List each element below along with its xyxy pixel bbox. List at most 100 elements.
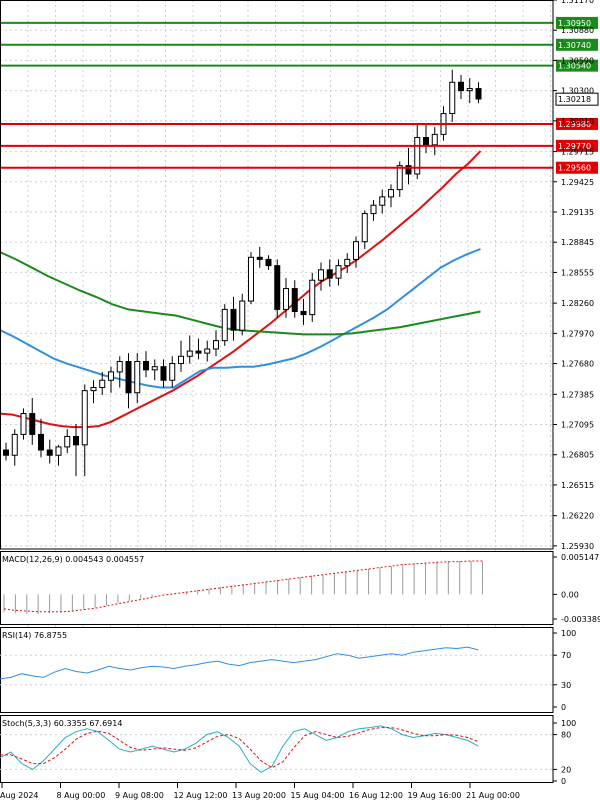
- price-tick-label: 1.26220: [561, 512, 594, 521]
- candle-up: [116, 356, 123, 388]
- stoch-d-line: [0, 727, 479, 769]
- candle-down: [265, 255, 272, 270]
- candle-body: [379, 196, 386, 206]
- candle-down: [326, 259, 333, 287]
- candle-down: [458, 75, 464, 99]
- candle-body: [134, 360, 141, 394]
- candle-down: [143, 351, 149, 378]
- candle-up: [11, 429, 18, 466]
- candle-up: [213, 330, 219, 357]
- candle-body: [256, 256, 263, 260]
- candle-up: [370, 200, 377, 221]
- candle-body: [29, 413, 36, 435]
- candle-up: [335, 259, 342, 286]
- candle-body: [143, 360, 149, 371]
- price-tick-label: 1.27970: [561, 329, 594, 338]
- price-tick-label: 1.27385: [561, 390, 594, 399]
- indicator-panels: 0.005147 0.00 -0.003389 MACD(12,26,9) 0.004…: [0, 551, 600, 786]
- candle-up: [108, 366, 114, 393]
- price-tick-label: 1.29425: [561, 178, 594, 187]
- price-level-tag: [556, 117, 598, 130]
- time-tick-label: 12 Aug 12:00: [174, 791, 228, 800]
- candle-body: [221, 308, 228, 342]
- price-tick-label: 1.29715: [561, 148, 594, 157]
- candle-down: [46, 439, 53, 464]
- candle-body: [396, 165, 403, 191]
- candle-up: [186, 335, 193, 364]
- candle-up: [318, 262, 324, 291]
- candle-up: [449, 69, 456, 122]
- price-level-label: 1.30540: [558, 62, 591, 71]
- candle-body: [248, 256, 254, 302]
- price-level-label: 1.29980: [558, 120, 591, 129]
- rsi-tick-label: 70: [561, 651, 571, 660]
- price-level-label: 1.30740: [558, 41, 591, 50]
- candle-body: [11, 433, 18, 456]
- moving-average-line: [0, 150, 482, 429]
- candle-down: [3, 442, 9, 461]
- time-tick-label: 21 Aug 00:00: [466, 791, 520, 800]
- price-level-label: 1.29770: [558, 142, 591, 151]
- candle-body: [73, 435, 79, 446]
- price-level-label: 1.29560: [558, 164, 591, 173]
- price-tick-label: 1.26805: [561, 451, 594, 460]
- candle-body: [318, 269, 324, 281]
- candle-up: [178, 340, 184, 372]
- candle-up: [414, 123, 421, 180]
- candle-down: [423, 123, 429, 154]
- candle-down: [195, 338, 202, 360]
- price-tick-label: 1.28260: [561, 299, 594, 308]
- rsi-line: [0, 646, 479, 680]
- candle-down: [29, 397, 36, 445]
- candle-up: [134, 353, 141, 404]
- macd-tick-label: 0.00: [561, 590, 579, 599]
- candle-up: [388, 184, 394, 208]
- candle-up: [379, 189, 386, 214]
- candle-up: [353, 236, 359, 268]
- candle-body: [160, 366, 167, 381]
- moving-average-line: [0, 248, 481, 389]
- stoch-tick-label: 0: [561, 777, 566, 786]
- candle-body: [274, 265, 281, 310]
- time-tick-label: 13 Aug 20:00: [232, 791, 286, 800]
- candle-body: [300, 310, 307, 316]
- price-level-tag: [556, 16, 598, 29]
- candle-body: [265, 258, 272, 267]
- candle-body: [361, 213, 368, 243]
- price-tick-label: 1.30590: [561, 56, 594, 65]
- candle-body: [125, 360, 132, 394]
- candle-up: [466, 78, 473, 104]
- time-axis: Aug 2024 8 Aug 00:00 9 Aug 08:00 12 Aug 12:…: [0, 783, 520, 800]
- candle-body: [230, 308, 237, 331]
- candle-down: [230, 296, 237, 341]
- candle-down: [274, 259, 281, 318]
- candle-up: [90, 380, 97, 404]
- current-price-tag: [555, 92, 599, 106]
- candle-down: [475, 82, 482, 104]
- time-tick-label: 16 Aug 12:00: [349, 791, 403, 800]
- candle-body: [90, 387, 97, 392]
- price-tick-label: 1.29135: [561, 208, 594, 217]
- candle-body: [3, 449, 9, 456]
- time-tick-label: 15 Aug 04:00: [291, 791, 345, 800]
- candle-body: [81, 390, 88, 446]
- candle-down: [73, 423, 79, 477]
- stoch-tick-label: 20: [561, 765, 571, 774]
- candle-down: [160, 359, 167, 388]
- candle-body: [239, 300, 246, 331]
- price-level-tag: [556, 59, 598, 72]
- candle-body: [169, 363, 176, 381]
- candle-body: [64, 435, 71, 448]
- rsi-tick-label: 100: [561, 629, 576, 638]
- price-level-tag: [556, 139, 598, 152]
- candle-body: [151, 366, 158, 371]
- candle-up: [344, 253, 351, 273]
- price-tick-label: 1.28845: [561, 238, 594, 247]
- price-level-tag: [556, 38, 598, 51]
- moving-averages: [0, 150, 482, 429]
- candle-body: [178, 355, 184, 365]
- candle-down: [256, 246, 263, 268]
- stoch-k-line: [0, 725, 479, 773]
- candle-body: [38, 433, 44, 451]
